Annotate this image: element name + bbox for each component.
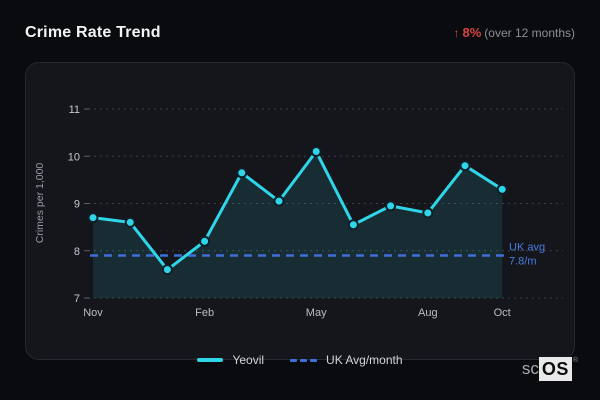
data-point[interactable] — [236, 167, 248, 179]
y-tick-label: 8 — [74, 246, 80, 258]
y-axis-label: Crimes per 1,000 — [34, 163, 46, 244]
data-point[interactable] — [124, 216, 136, 228]
uk-avg-dashed-swatch — [290, 358, 318, 362]
uk-avg-annotation: UK avg — [509, 241, 545, 253]
y-tick-label: 11 — [69, 104, 80, 116]
chart-card: 7 8 9 10 11 Nov Feb May Aug Oct Crimes per 1,000 UK… — [25, 62, 575, 360]
trend-up-arrow-icon: ↑ — [453, 26, 460, 40]
data-point[interactable] — [199, 235, 211, 247]
data-point[interactable] — [385, 200, 397, 212]
x-tick-label: Oct — [494, 307, 511, 319]
x-tick-label: Aug — [418, 307, 438, 319]
trend-value: 8% — [462, 25, 482, 40]
data-point[interactable] — [347, 219, 359, 231]
scos-logo: sc OS ® — [522, 357, 578, 381]
legend-item-yeovil[interactable]: Yeovil — [197, 353, 264, 367]
data-point[interactable] — [273, 195, 285, 207]
legend-item-uk-avg[interactable]: UK Avg/month — [290, 353, 403, 367]
logo-prefix: sc — [521, 359, 539, 378]
y-tick-label: 10 — [68, 151, 80, 163]
data-point[interactable] — [87, 212, 99, 224]
x-tick-label: Nov — [83, 307, 103, 319]
crime-trend-chart: 7 8 9 10 11 Nov Feb May Aug Oct Crimes per 1,000 UK… — [34, 104, 563, 319]
yeovil-line-swatch — [197, 358, 224, 362]
yeovil-series-line — [91, 150, 504, 272]
chart-header: Crime Rate Trend ↑ 8% (over 12 months) — [25, 24, 575, 42]
y-tick-label: 9 — [74, 199, 80, 211]
data-point[interactable] — [459, 160, 471, 172]
data-point[interactable] — [496, 183, 508, 195]
data-point[interactable] — [310, 146, 322, 158]
series-area-fill — [93, 151, 503, 298]
chart-legend: Yeovil UK Avg/month — [0, 353, 600, 367]
y-tick-label: 7 — [74, 293, 80, 305]
trend-caption: (over 12 months) — [484, 26, 575, 40]
x-tick-label: Feb — [195, 307, 214, 319]
logo-os-badge: OS — [538, 357, 572, 381]
uk-avg-annotation: 7.8/m — [509, 255, 537, 267]
trend-indicator: ↑ 8% (over 12 months) — [454, 25, 576, 40]
page-title: Crime Rate Trend — [25, 24, 161, 41]
x-tick-label: May — [306, 307, 327, 319]
data-point[interactable] — [422, 207, 434, 219]
data-point[interactable] — [161, 264, 173, 276]
registered-trademark-icon: ® — [572, 357, 578, 364]
legend-label: Yeovil — [232, 353, 265, 367]
legend-label: UK Avg/month — [326, 353, 403, 367]
